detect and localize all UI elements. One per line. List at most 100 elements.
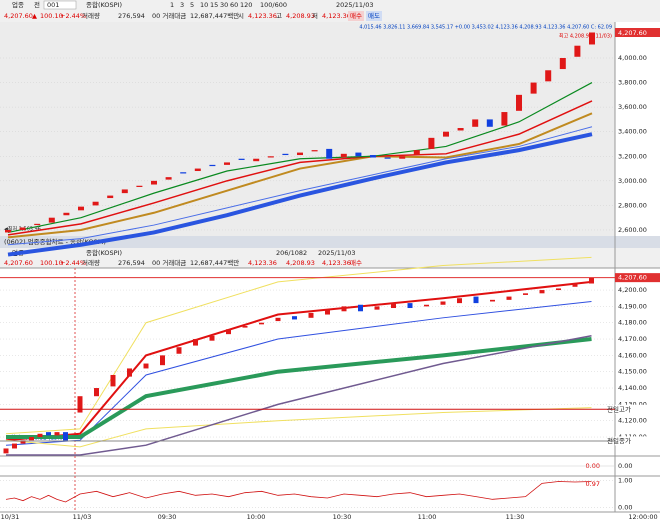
x-tick-label: 12:00:00 xyxy=(628,513,657,521)
y-tick-label: 3,600.00 xyxy=(618,103,647,111)
rate: +2.44% xyxy=(60,259,86,267)
candle xyxy=(340,153,347,158)
candle xyxy=(391,303,396,309)
y-tick-label: 4,000.00 xyxy=(618,54,647,62)
indicator-line xyxy=(7,112,593,239)
candle xyxy=(46,432,51,436)
candle xyxy=(209,335,215,341)
high-note: 최고 4,208.93 (11/03) xyxy=(559,33,612,40)
candle xyxy=(63,212,70,216)
interval-button[interactable]: 15 xyxy=(210,1,218,9)
count: 206/1082 xyxy=(276,249,307,257)
interval-button[interactable]: 5 xyxy=(190,1,194,9)
y-tick-label: 0.00 xyxy=(618,503,632,511)
open: 4,123.36 xyxy=(248,12,277,20)
candle xyxy=(63,432,68,442)
count: 100/600 xyxy=(260,1,287,9)
index-name: 종합(KOSPI) xyxy=(86,0,122,9)
candle xyxy=(259,322,264,325)
candle xyxy=(34,223,41,226)
interval-button[interactable]: 30 xyxy=(220,1,228,9)
candle xyxy=(292,316,297,320)
x-tick-label: 10/31 xyxy=(1,513,20,521)
candle xyxy=(589,277,594,284)
candle xyxy=(559,57,566,70)
candle xyxy=(209,164,216,167)
candle xyxy=(253,158,260,162)
low: 4,123.36 xyxy=(322,12,351,20)
candle xyxy=(165,177,172,180)
candle xyxy=(29,437,34,441)
y-tick-label: 3,800.00 xyxy=(618,79,647,87)
candle xyxy=(110,374,116,387)
rate: +2.44% xyxy=(60,12,86,20)
mode[interactable]: 전 xyxy=(34,0,40,9)
candle xyxy=(530,82,537,94)
candle xyxy=(3,448,9,454)
open: 4,123.36 xyxy=(248,259,277,267)
toolbar-bg xyxy=(0,0,660,22)
y-tick-label: 4,120.00 xyxy=(618,417,647,425)
code-input[interactable] xyxy=(43,0,77,10)
y-tick-label: 4,170.00 xyxy=(618,335,647,343)
reference-tag xyxy=(615,436,660,446)
candle xyxy=(358,304,363,312)
candle xyxy=(326,148,333,159)
interval-button[interactable]: 60 xyxy=(230,1,238,9)
date[interactable]: 2025/11/03 xyxy=(318,249,355,257)
sell-button[interactable] xyxy=(366,11,382,21)
toolbar2: 업종 종합(KOSPI) 206/1082 2025/11/03 4,207.6… xyxy=(4,248,362,267)
x-tick-label: 11:00 xyxy=(418,513,437,521)
interval-button[interactable]: 1 xyxy=(170,1,174,9)
y-tick-label: 3,400.00 xyxy=(618,128,647,136)
buy-button[interactable] xyxy=(348,11,364,21)
volume: 276,594 xyxy=(118,12,145,20)
y-tick-label: 2,600.00 xyxy=(618,226,647,234)
market[interactable]: 업종 xyxy=(12,1,24,9)
top-plot-bg xyxy=(0,22,615,236)
y-tick-label: 4,160.00 xyxy=(618,351,647,359)
candle xyxy=(539,290,545,294)
indicator-line xyxy=(5,300,592,446)
y-tick-label: 4,130.00 xyxy=(618,400,647,408)
y-tick-label: 4,150.00 xyxy=(618,368,647,376)
buy[interactable]: 매수 xyxy=(350,259,362,267)
sell[interactable]: 매도 xyxy=(368,12,380,20)
candle xyxy=(341,306,347,312)
candle xyxy=(107,195,114,199)
candle xyxy=(490,299,495,302)
candle xyxy=(54,432,60,436)
volume-label: 거래량 xyxy=(82,258,100,267)
change: 100.10 xyxy=(40,259,63,267)
buy[interactable]: 매수 xyxy=(350,12,362,20)
candle xyxy=(267,156,274,158)
interval-button[interactable]: 120 xyxy=(240,1,252,9)
interval-button[interactable]: 10 xyxy=(200,1,208,9)
window-title-bar xyxy=(0,236,660,248)
reference-label: 전일고가 xyxy=(607,404,631,413)
candle xyxy=(242,325,248,328)
candle xyxy=(136,185,143,187)
y-tick-label: 3,000.00 xyxy=(618,177,647,185)
candle xyxy=(224,162,230,165)
candle xyxy=(94,388,99,397)
x-tick-label: 11/03 xyxy=(73,513,92,521)
interval-button[interactable]: 3 xyxy=(180,1,184,9)
candle xyxy=(506,296,512,300)
indicator-line xyxy=(7,132,593,257)
price: 4,207.60 xyxy=(4,12,33,20)
candle xyxy=(121,189,128,194)
amount-label: 00 거래대금 xyxy=(152,11,186,20)
candle xyxy=(545,70,552,82)
date[interactable]: 2025/11/03 xyxy=(336,1,373,9)
reference-tag xyxy=(615,273,660,283)
candle xyxy=(473,296,479,304)
candle xyxy=(472,119,479,127)
candle xyxy=(370,155,376,158)
candle xyxy=(48,217,55,223)
toolbar: 업종 전 001 종합(KOSPI) 1 3 5 10 15 30 60 120 100/60… xyxy=(12,0,373,10)
candle xyxy=(311,150,318,152)
candle xyxy=(574,45,581,57)
y-tick-label: 4,140.00 xyxy=(618,384,647,392)
